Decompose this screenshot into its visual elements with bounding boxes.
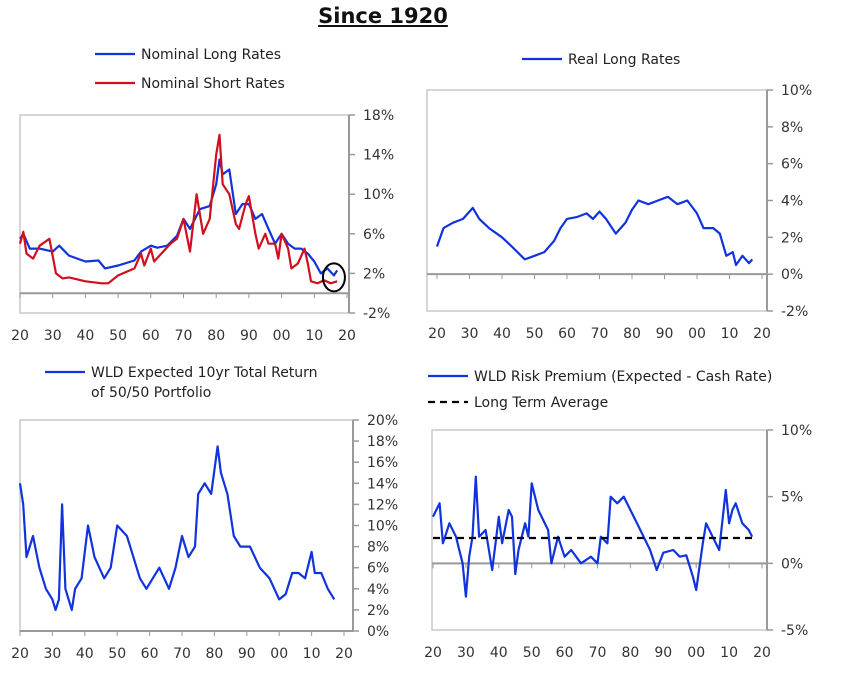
x-tick-label: 30 (44, 328, 62, 344)
y-tick-label: 20% (367, 413, 398, 429)
highlight-circle (321, 262, 346, 293)
y-tick-label: 18% (367, 434, 398, 450)
x-tick-label: 80 (623, 326, 641, 342)
y-tick-label: 10% (363, 187, 394, 203)
series-line-red (18, 133, 338, 285)
legend-label: Long Term Average (474, 395, 608, 411)
x-tick-label: 40 (76, 328, 94, 344)
x-tick-label: 40 (493, 326, 511, 342)
x-tick-label: 00 (688, 326, 706, 342)
series-line-blue (18, 445, 336, 611)
plot-frame (431, 429, 767, 631)
x-tick-label: 30 (457, 645, 475, 661)
y-tick-label: -5% (781, 623, 808, 639)
x-tick-label: 80 (207, 328, 225, 344)
y-tick-label: 14% (363, 148, 394, 164)
legend-label: Nominal Short Rates (141, 76, 285, 92)
y-tick-label: 12% (367, 497, 398, 513)
x-tick-label: 30 (461, 326, 479, 342)
y-tick-label: 6% (367, 561, 389, 577)
x-tick-label: 20 (428, 326, 446, 342)
y-tick-label: 0% (367, 624, 389, 640)
y-tick-label: 4% (367, 582, 389, 598)
legend-label: Real Long Rates (568, 52, 680, 68)
x-tick-label: 50 (109, 328, 127, 344)
x-tick-label: 10 (720, 645, 738, 661)
x-tick-label: 20 (424, 645, 442, 661)
x-tick-label: 20 (338, 328, 356, 344)
y-tick-label: 0% (781, 267, 803, 283)
y-tick-label: 2% (781, 230, 803, 246)
y-tick-label: 2% (367, 603, 389, 619)
y-tick-label: -2% (363, 306, 390, 322)
x-tick-label: 70 (173, 646, 191, 662)
series-line-blue (435, 195, 754, 267)
x-tick-label: 00 (270, 646, 288, 662)
y-tick-label: 14% (367, 476, 398, 492)
y-tick-label: 8% (781, 120, 803, 136)
chart-panel-4: 20 30 40 50 60 70 80 90 00 10 20 10% 5% 0% -5% WLD Risk… (424, 369, 812, 661)
x-tick-label: 80 (621, 645, 639, 661)
plot-frame (19, 419, 353, 632)
x-tick-label: 90 (654, 645, 672, 661)
series-line-blue (432, 475, 754, 598)
y-tick-label: 5% (781, 490, 803, 506)
x-tick-label: 10 (305, 328, 323, 344)
x-tick-label: 10 (721, 326, 739, 342)
x-tick-label: 20 (11, 646, 29, 662)
legend-label: of 50/50 Portfolio (91, 385, 211, 401)
x-tick-label: 50 (523, 645, 541, 661)
x-tick-label: 60 (142, 328, 160, 344)
x-tick-label: 70 (589, 645, 607, 661)
y-tick-label: 2% (363, 266, 385, 282)
x-tick-label: 90 (238, 646, 256, 662)
legend-label: WLD Expected 10yr Total Return (91, 365, 318, 381)
x-tick-label: 50 (108, 646, 126, 662)
y-tick-label: 0% (781, 556, 803, 572)
y-tick-label: 4% (781, 194, 803, 210)
y-tick-label: 18% (363, 108, 394, 124)
page-title: Since 1920 (318, 4, 448, 28)
x-tick-label: 80 (205, 646, 223, 662)
legend-label: Nominal Long Rates (141, 47, 281, 63)
x-tick-label: 90 (240, 328, 258, 344)
x-tick-label: 00 (273, 328, 291, 344)
x-tick-label: 00 (687, 645, 705, 661)
x-tick-label: 40 (76, 646, 94, 662)
chart-panel-1: 20 30 40 50 60 70 80 90 00 10 20 18% 14% 10% 6% 2% -2% No… (11, 47, 394, 344)
y-tick-label: -2% (781, 304, 808, 320)
chart-panel-2: 20 30 40 50 60 70 80 90 00 10 20 10% 8% 6% 4% 2% 0% -2% Re… (426, 52, 812, 342)
x-tick-label: 70 (175, 328, 193, 344)
y-tick-label: 10% (781, 83, 812, 99)
x-tick-label: 60 (141, 646, 159, 662)
x-tick-label: 90 (656, 326, 674, 342)
y-tick-label: 16% (367, 455, 398, 471)
x-tick-label: 10 (303, 646, 321, 662)
x-tick-label: 70 (591, 326, 609, 342)
x-tick-label: 30 (43, 646, 61, 662)
x-tick-label: 40 (490, 645, 508, 661)
x-tick-label: 60 (556, 645, 574, 661)
x-tick-label: 20 (11, 328, 29, 344)
plot-frame (426, 89, 767, 312)
x-tick-label: 20 (753, 645, 771, 661)
x-tick-label: 60 (558, 326, 576, 342)
y-tick-label: 6% (363, 227, 385, 243)
y-tick-label: 6% (781, 157, 803, 173)
plot-frame (19, 114, 349, 314)
x-tick-label: 20 (335, 646, 353, 662)
legend-label: WLD Risk Premium (Expected - Cash Rate) (474, 369, 772, 385)
y-tick-label: 8% (367, 540, 389, 556)
y-tick-label: 10% (781, 423, 812, 439)
chart-panel-3: 20 30 40 50 60 70 80 90 00 10 20 20% 18% 16% 14% 12% 10%… (11, 365, 398, 662)
x-tick-label: 20 (753, 326, 771, 342)
x-tick-label: 50 (526, 326, 544, 342)
y-tick-label: 10% (367, 519, 398, 535)
